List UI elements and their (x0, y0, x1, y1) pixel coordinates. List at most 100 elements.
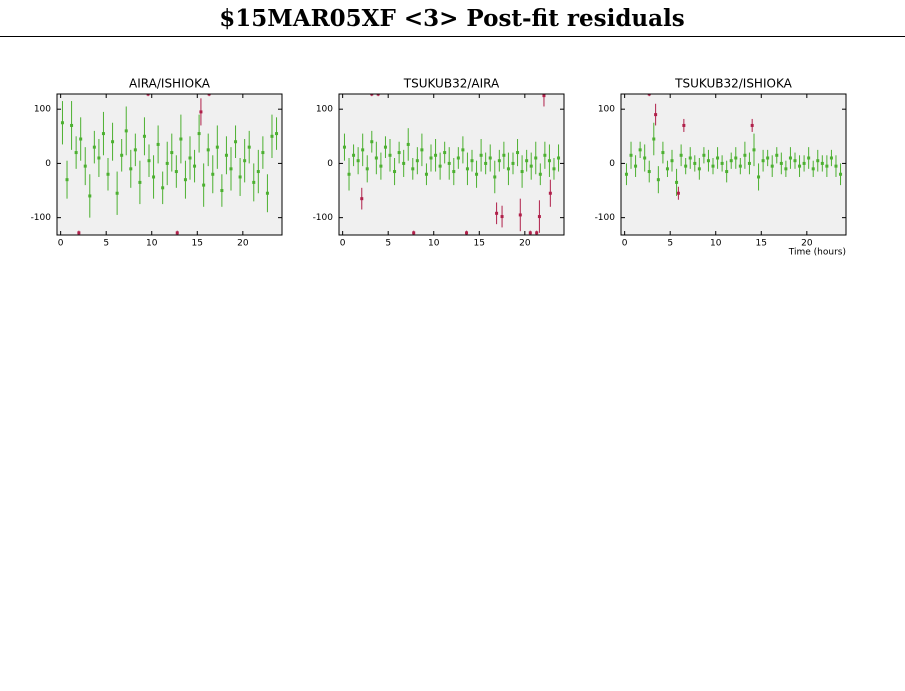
point (92, 145, 96, 149)
panel: AIRA/ISHIOKA 0 5 10 15 20 -100 0 100 (31, 77, 283, 249)
x-tick-label: 15 (192, 239, 203, 249)
point (142, 134, 146, 138)
point (70, 123, 74, 127)
point (834, 164, 838, 168)
point (79, 137, 83, 141)
point (170, 151, 174, 155)
plot-frame (620, 93, 847, 236)
point (816, 159, 820, 163)
point (370, 94, 374, 96)
panel-title: TSUKUB32/ISHIOKA (674, 77, 792, 91)
point (738, 164, 742, 168)
y-tick-label: -100 (31, 213, 52, 223)
point (261, 151, 265, 155)
point (77, 231, 81, 235)
points (60, 94, 279, 235)
point (528, 231, 532, 235)
point (484, 161, 488, 165)
point (197, 132, 201, 136)
point (229, 167, 233, 171)
point (506, 167, 510, 171)
point (383, 145, 387, 149)
point (500, 215, 504, 219)
point (495, 211, 499, 215)
point (537, 215, 541, 219)
x-tick-label: 20 (801, 239, 813, 249)
panel-title: TSUKUB32/AIRA (403, 77, 500, 91)
point (520, 170, 524, 174)
point (656, 178, 660, 182)
panel: TSUKUB32/AIRA 0 5 10 15 20 -100 0 100 (313, 77, 565, 249)
point (224, 153, 228, 157)
point (716, 156, 720, 160)
point (752, 148, 756, 152)
point (839, 172, 843, 176)
point (638, 148, 642, 152)
point (156, 142, 160, 146)
y-tick-label: 100 (34, 105, 51, 115)
point (138, 180, 142, 184)
point (493, 175, 497, 179)
x-tick-label: 10 (710, 239, 722, 249)
point (247, 145, 251, 149)
point (542, 94, 546, 98)
x-tick-label: 5 (667, 239, 673, 249)
point (393, 170, 397, 174)
point (654, 113, 658, 117)
point (682, 123, 686, 127)
point (465, 167, 469, 171)
point (557, 156, 561, 160)
point (97, 156, 101, 160)
point (352, 153, 356, 157)
point (74, 151, 78, 155)
x-tick-label: 20 (519, 239, 531, 249)
point (420, 148, 424, 152)
x-tick-label: 10 (428, 239, 440, 249)
point (624, 172, 628, 176)
point (211, 172, 215, 176)
point (83, 164, 87, 168)
point (456, 156, 460, 160)
point (165, 161, 169, 165)
point (265, 191, 269, 195)
point (183, 178, 187, 182)
point (652, 137, 656, 141)
point (706, 159, 710, 163)
point (179, 137, 183, 141)
point (360, 197, 364, 201)
point (670, 159, 674, 163)
point (693, 161, 697, 165)
x-tick-label: 0 (340, 239, 346, 249)
point (220, 189, 224, 193)
point (525, 159, 529, 163)
point (538, 172, 542, 176)
point (684, 164, 688, 168)
point (342, 145, 346, 149)
y-tick-label: 0 (45, 159, 51, 169)
x-tick-label: 5 (103, 239, 109, 249)
point (452, 170, 456, 174)
point (101, 132, 105, 136)
point (548, 191, 552, 195)
point (234, 140, 238, 144)
point (129, 167, 133, 171)
point (807, 156, 811, 160)
point (711, 164, 715, 168)
point (60, 121, 64, 125)
point (766, 156, 770, 160)
point (665, 167, 669, 171)
points (342, 94, 561, 235)
point (729, 159, 733, 163)
point (825, 164, 829, 168)
point (634, 164, 638, 168)
point (238, 175, 242, 179)
point (761, 159, 765, 163)
point (206, 148, 210, 152)
point (820, 161, 824, 165)
point (725, 170, 729, 174)
point (547, 159, 551, 163)
point (793, 159, 797, 163)
point (747, 161, 751, 165)
point (207, 94, 211, 96)
y-tick-label: 100 (598, 105, 615, 115)
